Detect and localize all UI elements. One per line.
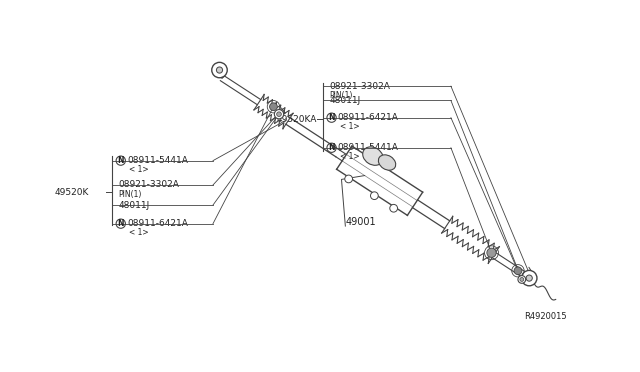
Text: 08921-3302A: 08921-3302A [118,180,179,189]
Text: N: N [118,219,124,228]
Ellipse shape [378,155,396,170]
Text: < 1>: < 1> [129,228,149,237]
Ellipse shape [363,147,383,165]
Text: 08911-5441A: 08911-5441A [338,143,399,152]
Circle shape [276,112,282,116]
Text: R4920015: R4920015 [524,312,566,321]
Text: 49520K: 49520K [54,187,89,197]
Circle shape [345,175,353,183]
Text: < 1>: < 1> [340,153,360,161]
Text: 08911-6421A: 08911-6421A [127,219,188,228]
Text: N: N [328,113,335,122]
Text: 49001: 49001 [346,217,376,227]
Circle shape [514,267,522,275]
Circle shape [487,248,496,257]
Text: PIN(1): PIN(1) [329,91,353,100]
Text: 08911-6421A: 08911-6421A [338,113,399,122]
Text: < 1>: < 1> [129,166,149,174]
Circle shape [518,276,525,283]
Text: < 1>: < 1> [340,122,360,131]
Circle shape [212,62,227,78]
Circle shape [216,67,223,73]
Circle shape [520,278,524,281]
Text: 08911-5441A: 08911-5441A [127,156,188,165]
Text: N: N [118,156,124,165]
Circle shape [522,270,537,286]
Text: 48011J: 48011J [329,96,360,105]
Circle shape [275,110,284,119]
Circle shape [390,204,397,212]
Text: 08921-3302A: 08921-3302A [329,82,390,91]
Text: 49520KA: 49520KA [276,115,317,124]
Circle shape [371,192,378,199]
Text: 48011J: 48011J [118,201,150,209]
Text: PIN(1): PIN(1) [118,190,142,199]
Circle shape [269,103,277,110]
Circle shape [526,275,532,281]
Text: N: N [328,143,335,152]
